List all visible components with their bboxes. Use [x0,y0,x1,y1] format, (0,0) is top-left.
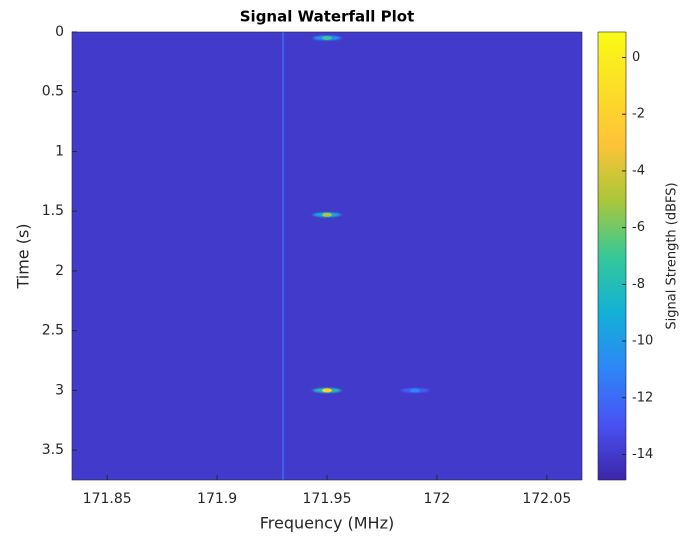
y-tick-label: 1.5 [42,203,64,219]
x-tick-label: 172.05 [522,491,571,507]
y-tick-label: 0 [55,24,64,40]
signal-burst [322,35,332,40]
signal-burst [322,212,332,217]
colorbar-tick-label: -12 [632,390,653,405]
colorbar-tick-label: -6 [632,220,645,235]
chart-title: Signal Waterfall Plot [240,8,415,26]
x-tick-label: 171.9 [197,491,237,507]
x-tick-label: 171.85 [83,491,132,507]
signal-line [282,32,285,480]
heatmap-background [72,32,582,480]
y-tick-label: 2.5 [42,323,64,339]
y-axis-label: Time (s) [14,223,33,289]
colorbar-label: Signal Strength (dBFS) [665,182,680,329]
colorbar-tick-label: 0 [632,50,640,65]
y-tick-label: 3.5 [42,442,64,458]
x-axis-label: Frequency (MHz) [260,514,394,533]
x-tick-label: 171.95 [303,491,352,507]
signal-burst [322,388,332,393]
colorbar-tick-label: -8 [632,277,645,292]
colorbar [597,31,627,481]
y-tick-label: 1 [55,143,64,159]
y-tick-label: 2 [55,263,64,279]
colorbar-tick-label: -4 [632,163,645,178]
colorbar-tick-label: -2 [632,107,645,122]
colorbar-tick-label: -10 [632,334,653,349]
y-tick-label: 3 [55,382,64,398]
x-tick-label: 172 [424,491,451,507]
y-tick-label: 0.5 [42,84,64,100]
signal-burst [409,388,420,393]
colorbar-tick-label: -14 [632,447,653,462]
